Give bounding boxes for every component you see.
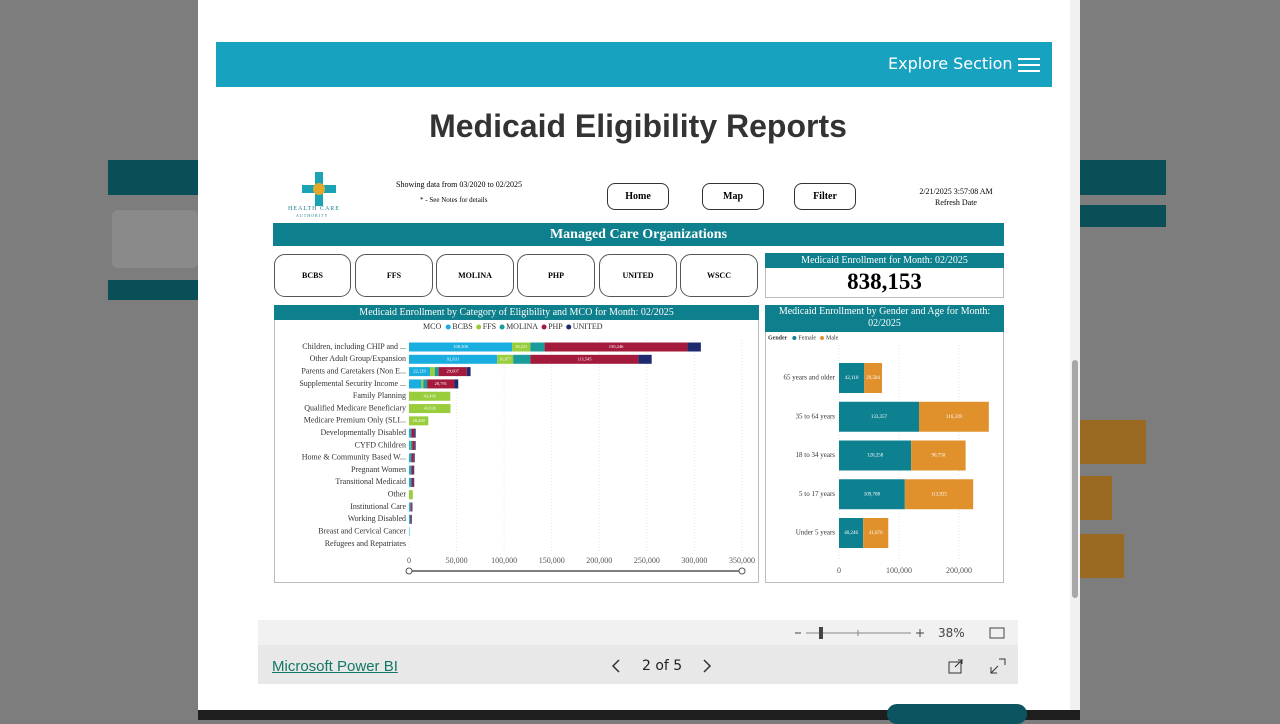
mco-button[interactable]: MOLINA xyxy=(436,254,514,297)
refresh-time: 2/21/2025 3:57:08 AM xyxy=(919,187,993,196)
bg-card xyxy=(112,210,198,268)
share-arrow xyxy=(954,659,964,668)
scrollbar-track[interactable] xyxy=(1070,0,1080,710)
logo-text: AUTHORITY xyxy=(296,213,329,218)
expand-arrow xyxy=(990,665,999,674)
bg-bar xyxy=(1080,476,1112,520)
menu-icon[interactable] xyxy=(1018,57,1042,75)
chart-panel xyxy=(274,305,759,583)
menu-line xyxy=(1018,64,1040,66)
refresh-label: Refresh Date xyxy=(935,198,977,207)
mco-button[interactable]: BCBS xyxy=(274,254,351,297)
bottom-strip xyxy=(198,710,1080,720)
bottom-pill[interactable] xyxy=(887,704,1027,724)
mco-button[interactable]: WSCC xyxy=(680,254,758,297)
zoom-level: 38% xyxy=(938,626,965,640)
page-indicator: 2 of 5 xyxy=(642,658,683,674)
bg-banner xyxy=(108,280,198,300)
section-title: Managed Care Organizations xyxy=(273,223,1004,246)
nav-button[interactable]: Home xyxy=(607,183,669,210)
bg-bar xyxy=(1080,420,1146,464)
expand-arrow xyxy=(999,658,1006,665)
fit-frame xyxy=(989,627,1005,639)
prev-page[interactable] xyxy=(610,658,624,674)
fit-icon[interactable] xyxy=(989,627,1005,639)
data-range: Showing data from 03/2020 to 02/2025 xyxy=(396,180,522,189)
bg-banner xyxy=(108,160,198,195)
next-page[interactable] xyxy=(700,658,714,674)
mco-button[interactable]: PHP xyxy=(517,254,595,297)
bg-bar xyxy=(1080,534,1124,578)
bottom-bar xyxy=(258,645,1018,684)
prev-arrow xyxy=(611,659,620,673)
fullscreen-icon[interactable] xyxy=(989,657,1007,675)
mco-button[interactable]: FFS xyxy=(355,254,433,297)
nav-button[interactable]: Filter xyxy=(794,183,856,210)
page-title: Medicaid Eligibility Reports xyxy=(429,108,847,144)
zoom-thumb[interactable] xyxy=(819,627,823,639)
share-icon[interactable] xyxy=(947,657,965,675)
menu-line xyxy=(1018,58,1040,60)
chart-panel xyxy=(765,305,1004,583)
chart-title: Medicaid Enrollment by Gender and Age fo… xyxy=(765,305,1004,332)
bg-banner xyxy=(1080,160,1166,195)
logo-text: HEALTH CARE xyxy=(288,206,340,212)
bg-banner xyxy=(1080,205,1166,227)
kpi-value: 838,153 xyxy=(847,269,922,294)
header-bar xyxy=(216,42,1052,87)
nav-button[interactable]: Map xyxy=(702,183,764,210)
powerbi-link[interactable]: Microsoft Power BI xyxy=(272,658,398,675)
chart-title: Medicaid Enrollment by Category of Eligi… xyxy=(274,305,759,320)
share-box xyxy=(948,661,962,674)
logo xyxy=(302,172,336,206)
notes: * - See Notes for details xyxy=(420,196,488,204)
menu-line xyxy=(1018,70,1040,72)
logo-sun xyxy=(313,183,325,195)
mco-button[interactable]: UNITED xyxy=(599,254,677,297)
explore-section[interactable]: Explore Section xyxy=(888,54,1013,73)
scrollbar-thumb[interactable] xyxy=(1072,360,1078,598)
zoom-slider[interactable] xyxy=(792,626,928,640)
kpi-title: Medicaid Enrollment for Month: 02/2025 xyxy=(765,253,1004,268)
next-arrow xyxy=(703,659,712,673)
